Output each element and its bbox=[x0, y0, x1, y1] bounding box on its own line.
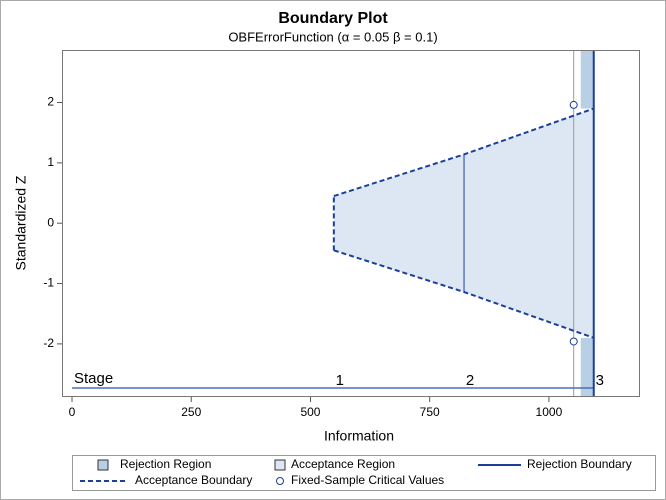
stage-label: Stage bbox=[74, 370, 113, 387]
legend-label: Acceptance Boundary bbox=[135, 473, 252, 487]
stage-number: 1 bbox=[336, 372, 344, 389]
y-tick-label: 2 bbox=[47, 95, 54, 109]
acceptance-boundary bbox=[333, 107, 595, 197]
fixed-sample-critical-value bbox=[569, 100, 578, 109]
acceptance-boundary bbox=[333, 249, 595, 339]
plot-frame bbox=[62, 50, 640, 397]
x-tick-label: 750 bbox=[420, 405, 440, 419]
x-tick-label: 0 bbox=[69, 405, 76, 419]
legend-label: Rejection Region bbox=[120, 457, 211, 471]
legend-swatch bbox=[97, 459, 109, 471]
legend-swatch bbox=[274, 459, 286, 471]
x-tick-label: 500 bbox=[300, 405, 320, 419]
y-axis-label: Standardized Z bbox=[13, 175, 29, 270]
stage-number: 3 bbox=[596, 372, 604, 389]
y-tick-label: -1 bbox=[43, 276, 54, 290]
fixed-sample-critical-value bbox=[569, 337, 578, 346]
legend-box bbox=[72, 455, 656, 491]
legend-label: Acceptance Region bbox=[291, 457, 395, 471]
x-tick-label: 250 bbox=[181, 405, 201, 419]
legend-label: Fixed-Sample Critical Values bbox=[291, 473, 444, 487]
y-tick-label: 0 bbox=[47, 215, 54, 229]
y-tick-label: -2 bbox=[43, 336, 54, 350]
legend-label: Rejection Boundary bbox=[527, 457, 632, 471]
rejection-region bbox=[580, 337, 594, 397]
chart-title: Boundary Plot bbox=[278, 10, 388, 27]
x-tick-label: 1000 bbox=[536, 405, 563, 419]
y-tick-label: 1 bbox=[47, 155, 54, 169]
chart-subtitle: OBFErrorFunction (α = 0.05 β = 0.1) bbox=[228, 29, 437, 44]
stage-number: 2 bbox=[466, 372, 474, 389]
rejection-region bbox=[580, 50, 594, 109]
legend-swatch bbox=[276, 477, 284, 485]
x-axis-label: Information bbox=[324, 428, 394, 444]
